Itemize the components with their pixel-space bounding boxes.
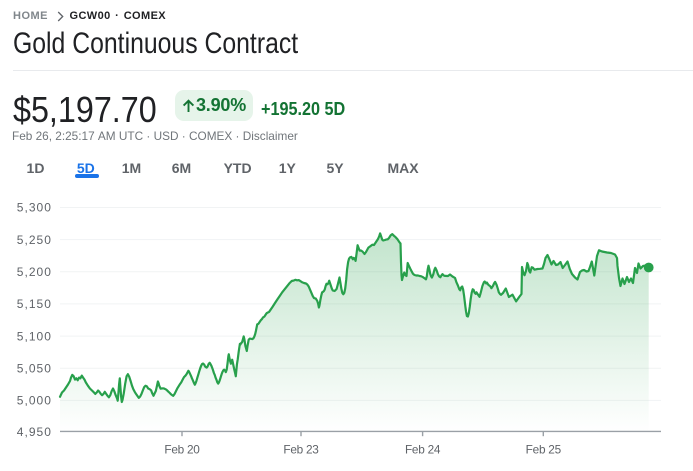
svg-text:5,250: 5,250 <box>17 233 52 247</box>
svg-text:Feb 23: Feb 23 <box>283 442 319 456</box>
svg-text:5,050: 5,050 <box>17 361 52 375</box>
svg-text:Feb 20: Feb 20 <box>164 442 200 456</box>
svg-text:Feb 25: Feb 25 <box>526 442 562 456</box>
svg-text:5,100: 5,100 <box>17 329 52 343</box>
svg-text:4,950: 4,950 <box>17 425 52 439</box>
svg-text:5,000: 5,000 <box>17 394 52 408</box>
svg-text:5,300: 5,300 <box>17 201 52 215</box>
svg-text:Feb 24: Feb 24 <box>405 442 441 456</box>
svg-text:5,150: 5,150 <box>17 297 52 311</box>
svg-text:5,200: 5,200 <box>17 265 52 279</box>
